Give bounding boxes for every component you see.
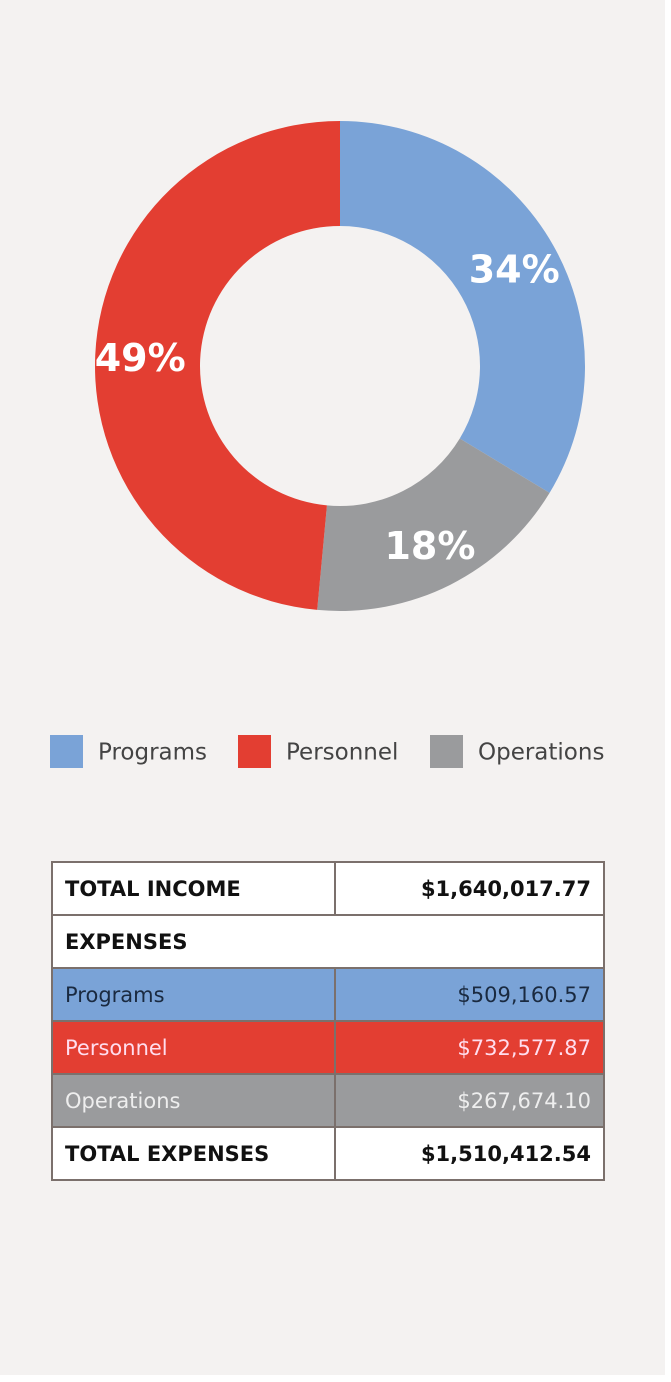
legend-swatch [238, 735, 271, 768]
donut-slice [317, 438, 550, 611]
cell: $1,510,412.54 [334, 1126, 605, 1181]
cell: Operations [51, 1073, 336, 1128]
slice-label: 34% [469, 247, 560, 291]
cell: TOTAL EXPENSES [51, 1126, 336, 1181]
cell: Programs [51, 967, 336, 1022]
legend-label: Operations [478, 740, 604, 766]
row: TOTAL EXPENSES $1,510,412.54 [51, 1126, 605, 1181]
donut-slice [95, 121, 340, 610]
legend-swatch [430, 735, 463, 768]
slice-label: 18% [384, 524, 475, 568]
cell: $509,160.57 [334, 967, 605, 1022]
row: EXPENSES [51, 914, 605, 969]
row: Operations $267,674.10 [51, 1073, 605, 1128]
cell: $1,640,017.77 [334, 861, 605, 916]
chart: 34% 18% 49% Programs Personnel Operations [50, 121, 604, 768]
cell: $732,577.87 [334, 1020, 605, 1075]
slice-label: 49% [95, 336, 186, 380]
legend-label: Personnel [286, 740, 398, 766]
cell: Personnel [51, 1020, 336, 1075]
cell: TOTAL INCOME [51, 861, 336, 916]
row: TOTAL INCOME $1,640,017.77 [51, 861, 605, 916]
budget-table: TOTAL INCOME $1,640,017.77 EXPENSES Progr… [51, 861, 605, 1181]
cell: EXPENSES [51, 914, 605, 969]
legend-label: Programs [98, 740, 207, 766]
legend-swatch [50, 735, 83, 768]
row: Programs $509,160.57 [51, 967, 605, 1022]
donut-slice [340, 121, 586, 493]
cell: $267,674.10 [334, 1073, 605, 1128]
row: Personnel $732,577.87 [51, 1020, 605, 1075]
